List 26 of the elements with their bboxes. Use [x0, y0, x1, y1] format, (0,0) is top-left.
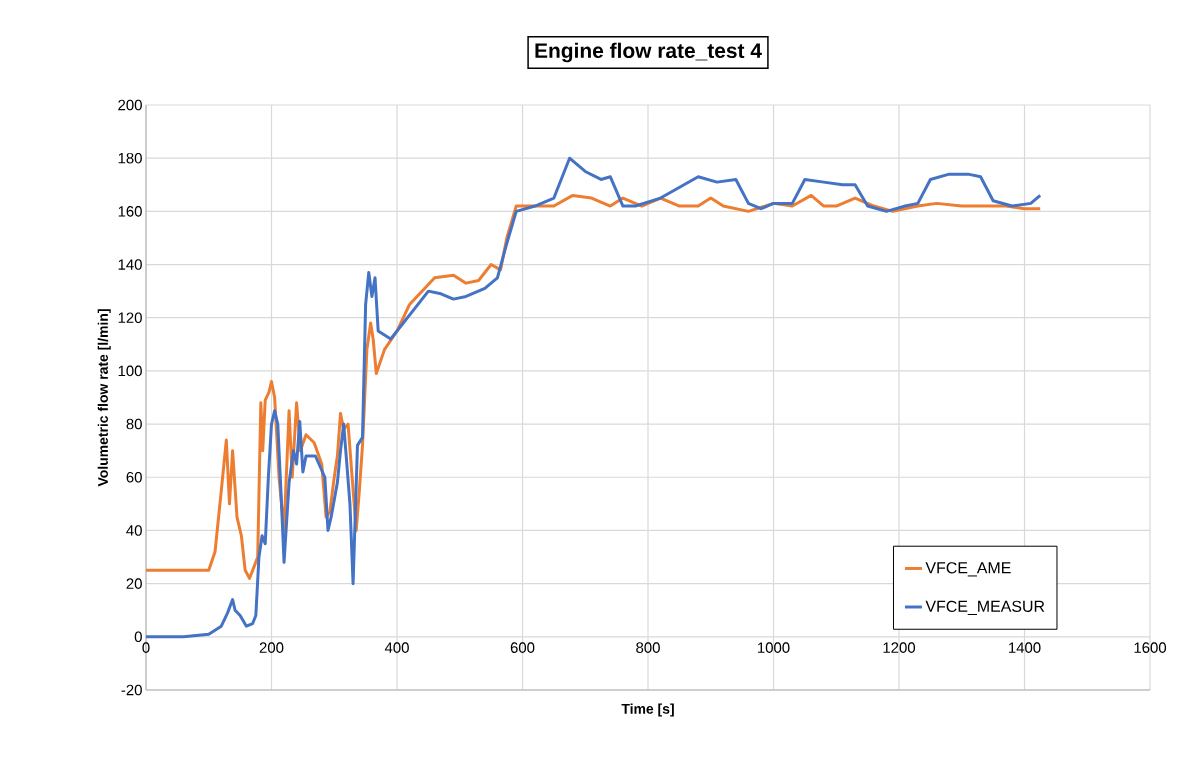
legend-label: VFCE_MEASUR: [925, 600, 1045, 615]
y-tick-label: 180: [118, 152, 142, 164]
y-tick-label: 100: [118, 365, 142, 377]
y-tick-label: 60: [126, 471, 142, 483]
x-axis-title: Time [s]: [621, 703, 674, 717]
y-tick-label: 0: [134, 631, 142, 643]
y-tick-label: 160: [118, 206, 142, 217]
legend-label: VFCE_AME: [925, 562, 1011, 577]
x-tick-label: 1600: [1134, 642, 1167, 653]
y-tick-label: 120: [118, 312, 142, 324]
y-tick-label: -20: [121, 684, 142, 696]
chart-title: Engine flow rate_test 4: [535, 42, 762, 63]
x-tick-label: 1200: [883, 642, 916, 653]
y-axis-title: Volumetric flow rate [l/min]: [97, 309, 111, 487]
x-tick-label: 1000: [758, 642, 790, 653]
x-tick-label: 200: [259, 642, 284, 653]
x-tick-label: 800: [636, 642, 660, 653]
y-tick-label: 80: [126, 418, 142, 430]
y-tick-label: 140: [118, 259, 142, 270]
y-tick-label: 20: [126, 578, 142, 589]
x-tick-label: 0: [142, 642, 150, 653]
x-tick-label: 1400: [1009, 642, 1041, 653]
x-tick-label: 600: [510, 642, 535, 653]
y-tick-label: 40: [126, 525, 142, 536]
y-tick-label: 200: [118, 99, 142, 111]
x-tick-label: 400: [384, 642, 409, 653]
